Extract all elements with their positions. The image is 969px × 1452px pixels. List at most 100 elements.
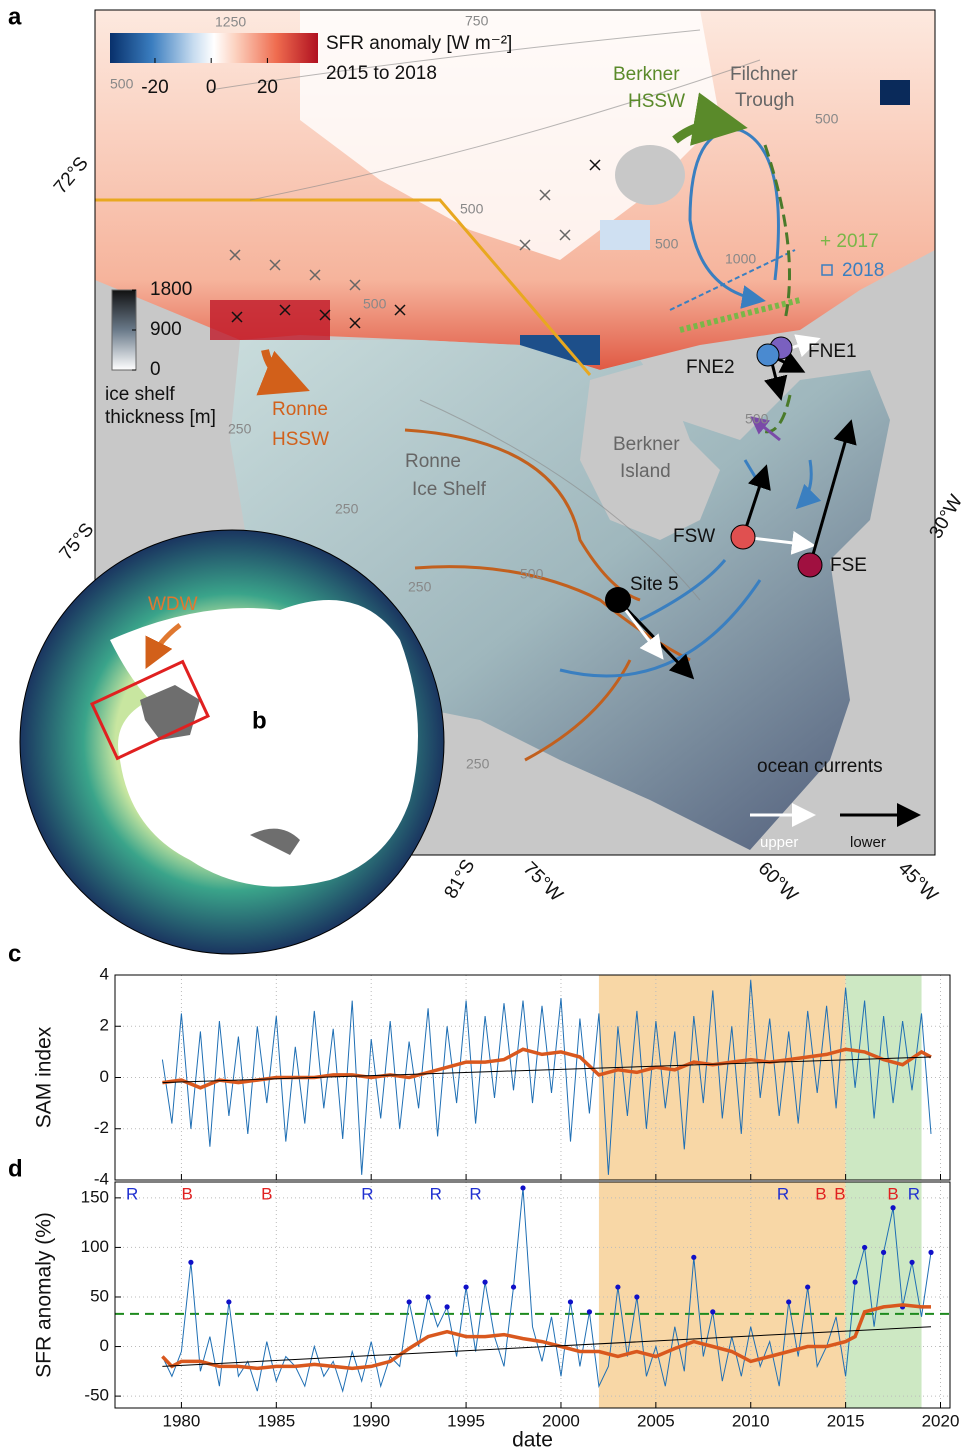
y-axis-label: SFR anomaly (%): [33, 1212, 56, 1378]
marker: [511, 1284, 516, 1289]
x-tick-label: 1995: [447, 1411, 485, 1430]
chart: -4 -2 0 2 4 SAM index: [33, 964, 950, 1188]
event-label: R: [126, 1184, 138, 1203]
graticule-label: 60°W: [754, 858, 802, 906]
x-tick-label: 1980: [163, 1411, 201, 1430]
contour-label: 1250: [215, 14, 246, 30]
y-tick-label: 4: [100, 964, 109, 983]
colorbar-title: ice shelf: [105, 384, 175, 405]
mooring-label: FNE2: [686, 357, 735, 378]
sfr-negative: [600, 220, 650, 250]
marker: [634, 1294, 639, 1299]
event-label: B: [887, 1184, 898, 1203]
x-axis-label: date: [512, 1429, 553, 1447]
label: HSSW: [628, 91, 685, 112]
marker: [786, 1299, 791, 1304]
legend-label: 2018: [842, 260, 884, 281]
legend-title: ocean currents: [757, 756, 883, 777]
contour-label: 250: [228, 421, 252, 437]
label: Filchner: [730, 64, 798, 85]
label: Ronne: [405, 451, 461, 472]
legend-label: lower: [850, 834, 886, 851]
marker: [463, 1284, 468, 1289]
colorbar-title: SFR anomaly [W m⁻²]: [326, 33, 512, 54]
mooring: [731, 525, 755, 549]
contour-label: 500: [520, 566, 544, 582]
contour-label: 250: [466, 756, 490, 772]
contour-label: 750: [465, 13, 489, 29]
marker: [568, 1299, 573, 1304]
contour-label: 500: [815, 111, 839, 127]
mooring: [757, 344, 779, 366]
colorbar-subtitle: 2015 to 2018: [326, 63, 437, 84]
marker: [188, 1260, 193, 1265]
x-tick-label: 2010: [732, 1411, 770, 1430]
marker: [890, 1205, 895, 1210]
marker: [426, 1294, 431, 1299]
event-label: R: [361, 1184, 373, 1203]
label: Island: [620, 461, 671, 482]
marker: [928, 1250, 933, 1255]
marker: [881, 1250, 886, 1255]
marker: [691, 1255, 696, 1260]
label: HSSW: [272, 429, 329, 450]
shaded-period: [846, 1182, 922, 1408]
contour-label: 500: [110, 76, 134, 92]
x-tick-label: 2005: [637, 1411, 675, 1430]
mooring-label: Site 5: [630, 574, 679, 595]
mooring: [798, 553, 822, 577]
contour-label: 250: [335, 501, 359, 517]
inset-globe: WDW b: [20, 530, 444, 954]
label: Ice Shelf: [412, 479, 487, 500]
event-label: R: [430, 1184, 442, 1203]
x-tick-label: 1990: [352, 1411, 390, 1430]
event-label: B: [261, 1184, 272, 1203]
panel-label: b: [252, 707, 267, 734]
colorbar-tick-label: 1800: [150, 279, 192, 300]
mooring: [605, 587, 631, 613]
graticule-label: 72°S: [50, 153, 93, 198]
event-label: R: [777, 1184, 789, 1203]
y-tick-label: -4: [94, 1169, 109, 1188]
y-tick-label: 2: [100, 1016, 109, 1035]
x-tick-label: 1985: [257, 1411, 295, 1430]
marker: [587, 1309, 592, 1314]
figure: -20020 SFR anomaly [W m⁻²] 2015 to 2018 …: [0, 0, 969, 1447]
colorbar-tick-label: 0: [206, 77, 217, 98]
event-label: R: [469, 1184, 481, 1203]
contour-label: 500: [363, 296, 387, 312]
label: Ronne: [272, 399, 328, 420]
marker: [909, 1260, 914, 1265]
y-tick-label: -2: [94, 1118, 109, 1137]
event-label: B: [834, 1184, 845, 1203]
marker: [805, 1284, 810, 1289]
label: Berkner: [613, 434, 680, 455]
sfr-positive: [210, 300, 330, 340]
graticule-label: 45°W: [894, 858, 942, 906]
marker: [482, 1280, 487, 1285]
label: Berkner: [613, 64, 680, 85]
panel-label: a: [8, 3, 22, 30]
event-label: B: [815, 1184, 826, 1203]
marker: [520, 1185, 525, 1190]
colorbar-tick-label: 0: [150, 359, 161, 380]
colorbar-tick-label: 20: [257, 77, 278, 98]
marker: [853, 1280, 858, 1285]
y-tick-label: 150: [81, 1187, 109, 1206]
sfr-negative: [880, 80, 910, 105]
mooring-label: FNE1: [808, 341, 857, 362]
contour-label: 500: [460, 201, 484, 217]
label: WDW: [148, 594, 198, 615]
contour-label: 500: [655, 236, 679, 252]
event-label: B: [181, 1184, 192, 1203]
y-axis-label: SAM index: [33, 1026, 56, 1128]
graticule-label: 75°S: [56, 519, 99, 564]
chart: 198019851990199520002005201020152020-500…: [33, 1182, 960, 1447]
label: Trough: [735, 90, 795, 111]
y-tick-label: 0: [100, 1067, 109, 1086]
y-tick-label: -50: [84, 1386, 109, 1405]
island: [615, 145, 685, 205]
marker: [615, 1284, 620, 1289]
panel-label: c: [8, 940, 21, 967]
graticule-label: 81°S: [440, 856, 479, 902]
